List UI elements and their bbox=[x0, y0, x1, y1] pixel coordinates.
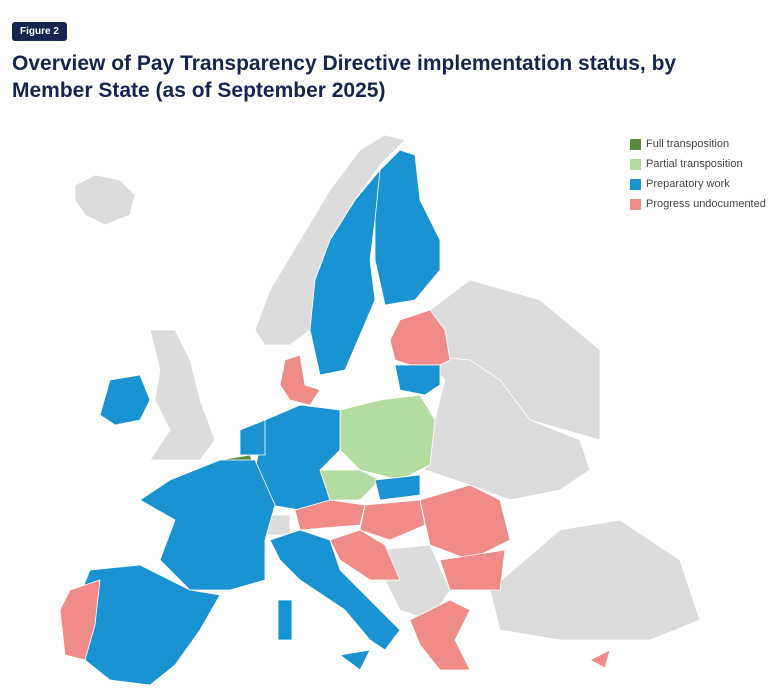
legend-label: Partial transposition bbox=[646, 158, 743, 170]
country bbox=[139, 459, 276, 591]
country bbox=[99, 374, 151, 426]
legend-label: Progress undocumented bbox=[646, 198, 766, 210]
country bbox=[339, 649, 371, 671]
legend-item: Progress undocumented bbox=[630, 194, 766, 214]
country bbox=[439, 549, 506, 591]
legend: Full transposition Partial transposition P… bbox=[630, 134, 766, 214]
country bbox=[319, 469, 381, 501]
country bbox=[277, 599, 293, 641]
country bbox=[149, 329, 216, 461]
figure-label: Figure 2 bbox=[12, 22, 67, 41]
country bbox=[294, 499, 366, 531]
legend-swatch bbox=[630, 178, 641, 190]
country bbox=[419, 484, 511, 561]
country bbox=[239, 419, 266, 456]
country bbox=[394, 364, 441, 396]
legend-item: Partial transposition bbox=[630, 154, 766, 174]
legend-swatch bbox=[630, 138, 641, 150]
country bbox=[279, 354, 321, 406]
legend-item: Preparatory work bbox=[630, 174, 766, 194]
country bbox=[59, 579, 101, 661]
country bbox=[329, 529, 401, 581]
country bbox=[339, 394, 436, 481]
country bbox=[489, 519, 701, 641]
legend-item: Full transposition bbox=[630, 134, 766, 154]
legend-swatch bbox=[630, 158, 641, 170]
legend-label: Preparatory work bbox=[646, 178, 730, 190]
legend-label: Full transposition bbox=[646, 138, 730, 150]
country bbox=[589, 649, 611, 669]
title: Overview of Pay Transparency Directive i… bbox=[12, 52, 677, 102]
country bbox=[359, 499, 426, 541]
country bbox=[74, 174, 136, 226]
country bbox=[374, 474, 421, 501]
country bbox=[269, 529, 401, 651]
legend-swatch bbox=[630, 198, 641, 210]
country bbox=[409, 599, 471, 671]
country bbox=[374, 149, 441, 306]
